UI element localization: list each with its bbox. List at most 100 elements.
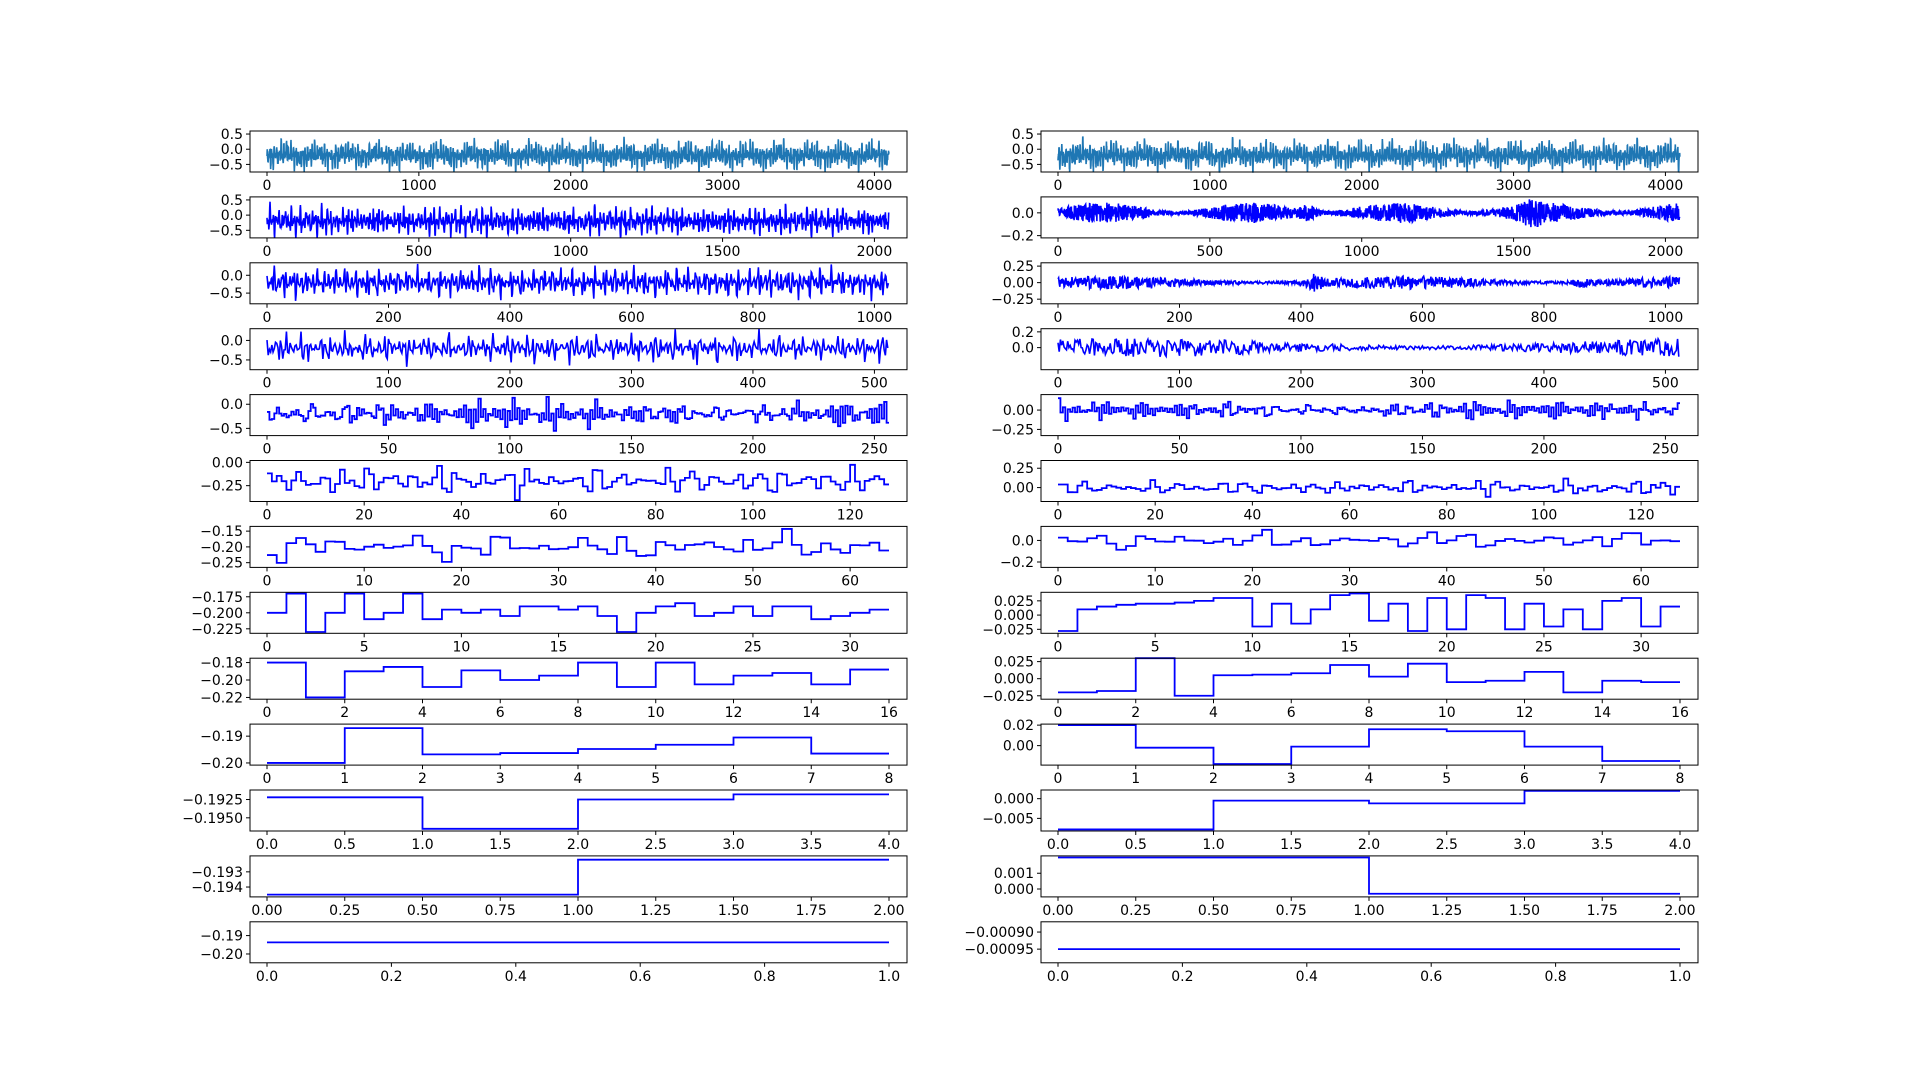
x-tick-label: 10 — [1438, 705, 1456, 721]
series-line — [1058, 657, 1680, 697]
x-tick-label: 0 — [1054, 771, 1063, 787]
series-line — [1057, 336, 1680, 359]
x-tick-label: 3 — [496, 771, 505, 787]
x-tick-label: 0 — [263, 244, 272, 260]
subplot-right-3: 0 200 400 600 800 1000 −0.250.000.25 — [991, 259, 1699, 326]
x-tick-label: 300 — [618, 376, 645, 392]
subplot-left-2: 0 500 1000 1500 2000 −0.50.00.5 — [209, 193, 908, 260]
x-tick-label: 1500 — [1496, 244, 1532, 260]
y-tick-label: 0.0 — [221, 333, 243, 349]
x-tick-label: 1.50 — [718, 903, 749, 919]
x-tick-label: 4.0 — [1669, 837, 1691, 853]
y-tick-label: 0.0 — [221, 268, 243, 284]
series-line — [267, 592, 889, 633]
axes-frame — [1040, 328, 1699, 371]
x-tick-label: 0.2 — [1171, 969, 1193, 985]
subplot-right-2: 0 500 1000 1500 2000 −0.2 0.0 — [1000, 196, 1699, 260]
x-tick-label: 500 — [1652, 376, 1679, 392]
y-tick-label: −0.2 — [1000, 229, 1034, 245]
x-tick-label: 200 — [1166, 310, 1193, 326]
y-tick-label: −0.5 — [209, 223, 243, 239]
axes-frame — [249, 196, 908, 239]
x-tick-label: 0 — [1054, 573, 1063, 589]
x-tick-label: 0.75 — [485, 903, 516, 919]
x-tick-label: 25 — [1535, 639, 1553, 655]
x-tick-label: 1000 — [1648, 310, 1684, 326]
x-tick-label: 0.8 — [1544, 969, 1566, 985]
series-line — [267, 661, 889, 699]
x-tick-label: 1.0 — [1202, 837, 1224, 853]
subplot-right-1: 0 1000 2000 3000 4000 −0.50.00.5 — [1000, 127, 1699, 194]
x-tick-label: 100 — [497, 442, 524, 458]
subplot-right-6: 0 20 40 60 80 100 120 0.00 0.25 — [1003, 460, 1699, 524]
y-tick-label: −0.20 — [200, 540, 243, 556]
x-tick-label: 500 — [405, 244, 432, 260]
axes-frame — [1040, 262, 1699, 305]
y-tick-label: −0.005 — [982, 811, 1034, 827]
x-tick-label: 0.25 — [329, 903, 360, 919]
x-tick-label: 50 — [744, 573, 762, 589]
x-tick-label: 2000 — [553, 178, 589, 194]
x-tick-label: 10 — [452, 639, 470, 655]
x-tick-label: 15 — [550, 639, 568, 655]
subplot-left-9: 0 2 4 6 8 10 12 14 16 −0.22−0.20−0.18 — [200, 656, 908, 721]
x-tick-label: 3.5 — [800, 837, 822, 853]
x-tick-label: 2 — [340, 705, 349, 721]
x-tick-label: 250 — [861, 442, 888, 458]
x-tick-label: 100 — [375, 376, 402, 392]
series-line — [266, 263, 890, 302]
y-tick-label: −0.5 — [1000, 157, 1034, 173]
x-tick-label: 0.0 — [1047, 837, 1069, 853]
x-tick-label: 0.0 — [256, 969, 278, 985]
x-tick-label: 200 — [1531, 442, 1558, 458]
x-tick-label: 16 — [880, 705, 898, 721]
x-tick-label: 150 — [1409, 442, 1436, 458]
series-line — [267, 396, 889, 432]
y-tick-label: −0.193 — [191, 865, 243, 881]
x-tick-label: 10 — [355, 573, 373, 589]
axes-frame — [1040, 130, 1699, 173]
x-tick-label: 4 — [1365, 771, 1374, 787]
y-tick-label: 0.02 — [1003, 718, 1034, 734]
x-tick-label: 1000 — [401, 178, 437, 194]
x-tick-label: 1.00 — [562, 903, 593, 919]
x-tick-label: 0.6 — [629, 969, 651, 985]
x-tick-label: 8 — [885, 771, 894, 787]
x-tick-label: 3.0 — [1513, 837, 1535, 853]
series-line — [267, 793, 889, 830]
x-tick-label: 60 — [1632, 573, 1650, 589]
axes-frame — [1040, 394, 1699, 437]
x-tick-label: 1.0 — [878, 969, 900, 985]
axes-frame — [249, 262, 908, 305]
y-tick-label: 0.0 — [1012, 533, 1034, 549]
x-tick-label: 5 — [1151, 639, 1160, 655]
x-tick-label: 60 — [550, 508, 568, 524]
x-tick-label: 6 — [1520, 771, 1529, 787]
x-tick-label: 600 — [618, 310, 645, 326]
y-tick-label: −0.5 — [209, 157, 243, 173]
x-tick-label: 1.75 — [796, 903, 827, 919]
x-tick-label: 8 — [574, 705, 583, 721]
x-tick-label: 2000 — [857, 244, 893, 260]
x-tick-label: 0 — [1054, 705, 1063, 721]
x-tick-label: 0.50 — [407, 903, 438, 919]
axes-frame — [1040, 196, 1699, 239]
x-tick-label: 20 — [1438, 639, 1456, 655]
x-tick-label: 2.0 — [567, 837, 589, 853]
x-tick-label: 300 — [1409, 376, 1436, 392]
x-tick-label: 0 — [263, 508, 272, 524]
x-tick-label: 1500 — [705, 244, 741, 260]
y-tick-label: 0.00 — [1003, 481, 1034, 497]
x-tick-label: 0.2 — [380, 969, 402, 985]
x-tick-label: 0.00 — [251, 903, 282, 919]
x-tick-label: 20 — [355, 508, 373, 524]
x-tick-label: 0 — [1054, 310, 1063, 326]
y-tick-label: 0.0 — [1012, 142, 1034, 158]
x-tick-label: 2.5 — [1436, 837, 1458, 853]
x-tick-label: 3.5 — [1591, 837, 1613, 853]
x-tick-label: 250 — [1652, 442, 1679, 458]
y-tick-label: 0.5 — [221, 193, 243, 209]
subplot-left-11: 0.0 0.5 1.0 1.5 2.0 2.5 3.0 3.5 4.0 −0.1950 −0.192… — [182, 789, 908, 853]
y-tick-label: 0.00 — [1003, 403, 1034, 419]
